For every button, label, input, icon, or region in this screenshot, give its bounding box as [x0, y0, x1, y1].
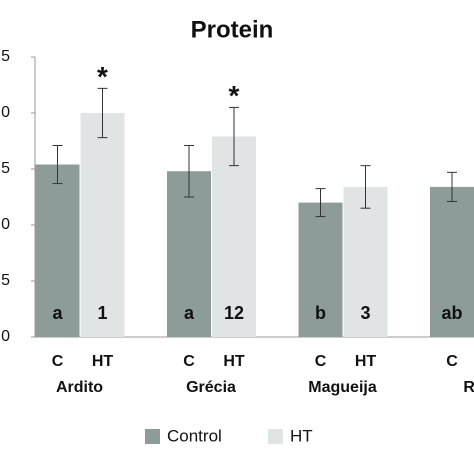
bar: [35, 164, 80, 337]
x-sub-label: C: [52, 353, 64, 370]
group-letter: ab: [441, 303, 462, 323]
y-tick-label: 0: [1, 328, 10, 345]
bar: [167, 171, 211, 337]
legend-label: Control: [167, 426, 222, 445]
y-tick-label: 5: [1, 272, 10, 289]
y-tick-label: 0: [1, 104, 10, 121]
bar: [430, 186, 474, 337]
bar: [80, 113, 125, 337]
legend-swatch: [145, 429, 160, 444]
x-sub-label: C: [446, 353, 458, 370]
x-sub-label: C: [315, 353, 327, 370]
legend-swatch: [268, 429, 283, 444]
x-category-label: Magueija: [308, 379, 377, 396]
y-tick-label: 5: [1, 48, 10, 65]
legend-label: HT: [290, 426, 313, 445]
significance-mark: *: [229, 80, 240, 111]
group-letter: a: [184, 303, 195, 323]
group-letter: 1: [97, 303, 107, 323]
significance-mark: *: [97, 61, 108, 92]
x-category-label: Grécia: [186, 379, 236, 396]
x-category-label: Ardito: [56, 379, 103, 396]
x-sub-label: HT: [223, 353, 245, 370]
bar: [212, 136, 256, 337]
x-category-label: Ru: [463, 379, 474, 396]
x-sub-label: HT: [92, 353, 114, 370]
group-letter: 12: [224, 303, 244, 323]
y-tick-label: 5: [1, 160, 10, 177]
bar: [298, 202, 343, 337]
group-letter: b: [315, 303, 326, 323]
y-tick-label: 0: [1, 216, 10, 233]
group-letter: a: [52, 303, 63, 323]
chart-title: Protein: [191, 16, 274, 43]
x-sub-label: HT: [355, 353, 377, 370]
group-letter: 3: [360, 303, 370, 323]
x-sub-label: C: [183, 353, 195, 370]
bar: [343, 186, 388, 337]
